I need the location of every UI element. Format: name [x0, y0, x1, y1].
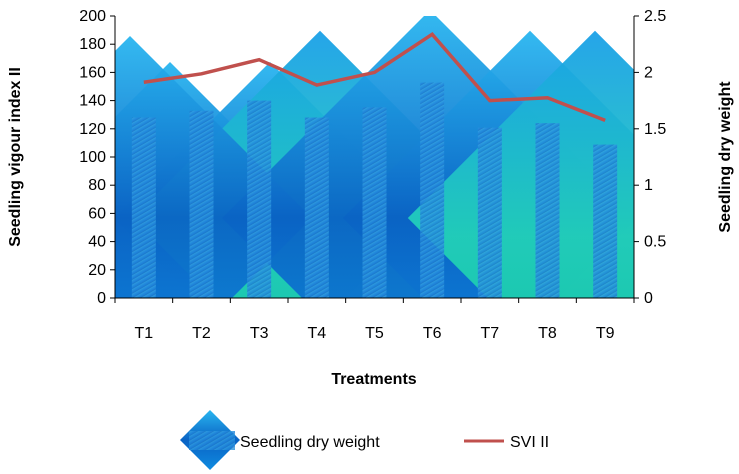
bar-T6 — [420, 82, 445, 298]
x-axis-title: Treatments — [331, 371, 416, 388]
y-left-tick-label: 40 — [88, 234, 106, 251]
y-left-tick-label: 140 — [79, 93, 106, 110]
line-series — [143, 32, 606, 122]
y-right-tick-label: 0 — [644, 290, 653, 307]
y-left-tick-label: 100 — [79, 149, 106, 166]
legend-label-seedling-dry-weight: Seedling dry weight — [240, 434, 380, 451]
y-right-tick-label: 0.5 — [644, 234, 666, 251]
axis-ticks: 0 20 40 60 80 100 120 140 160 180 200 0 0.5 1 1.5 2 2.5 T… — [79, 8, 666, 342]
y-left-tick-label: 0 — [97, 290, 106, 307]
fill-diamond — [407, 30, 634, 298]
x-tick-label: T7 — [480, 325, 499, 342]
y-left-tick-label: 120 — [79, 121, 106, 138]
legend: Seedling dry weight SVI II — [180, 410, 549, 470]
bar-T8 — [535, 123, 560, 298]
y-right-tick-label: 2.5 — [644, 8, 666, 25]
y-right-tick-label: 1.5 — [644, 121, 666, 138]
x-tick-label: T2 — [192, 325, 211, 342]
bar-T2 — [189, 110, 214, 298]
bar-T9 — [593, 144, 618, 298]
y-left-axis-title: Seedling vigour index II — [7, 67, 24, 247]
y-left-tick-label: 80 — [88, 177, 106, 194]
x-tick-label: T1 — [134, 325, 153, 342]
legend-label-svi-ii: SVI II — [510, 434, 549, 451]
x-tick-label: T8 — [538, 325, 557, 342]
y-left-tick-label: 180 — [79, 36, 106, 53]
y-left-tick-label: 200 — [79, 8, 106, 25]
x-tick-label: T4 — [307, 325, 326, 342]
y-left-tick-label: 160 — [79, 64, 106, 81]
y-right-axis-title: Seedling dry weight — [717, 81, 734, 233]
y-left-tick-label: 20 — [88, 262, 106, 279]
y-right-tick-label: 1 — [644, 177, 653, 194]
bar-T1 — [131, 117, 156, 299]
y-left-tick-label: 60 — [88, 205, 106, 222]
legend-swatch-seedling-dry-weight — [180, 410, 240, 470]
bar-T3 — [247, 100, 272, 298]
bar-T5 — [362, 107, 387, 298]
x-tick-label: T5 — [365, 325, 384, 342]
bar-T7 — [477, 127, 502, 298]
x-tick-label: T9 — [596, 325, 615, 342]
x-tick-label: T3 — [250, 325, 269, 342]
bar-T4 — [304, 117, 329, 299]
y-right-tick-label: 2 — [644, 64, 653, 81]
bar-series — [131, 82, 618, 299]
x-tick-label: T6 — [423, 325, 442, 342]
